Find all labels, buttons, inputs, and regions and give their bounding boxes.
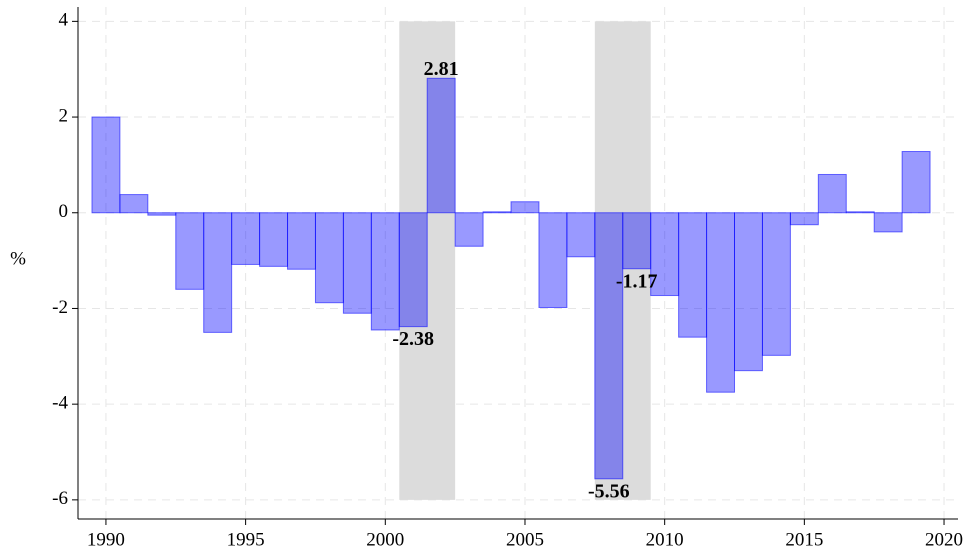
x-tick-label: 2015 [785, 529, 823, 550]
bar [510, 201, 540, 214]
bar [873, 212, 903, 233]
x-tick-label: 2000 [366, 529, 404, 550]
y-tick-label: -6 [52, 488, 68, 509]
value-label: -1.17 [616, 270, 658, 292]
bar [454, 212, 484, 247]
bar [566, 212, 596, 258]
bar [845, 211, 875, 214]
x-tick-label: 2005 [506, 529, 544, 550]
y-axis-label: % [10, 248, 26, 269]
bar [119, 194, 149, 214]
bar [761, 212, 791, 356]
x-tick-label: 2010 [646, 529, 684, 550]
bar [650, 212, 680, 297]
bar [594, 212, 624, 480]
bar [817, 173, 847, 214]
bar [147, 212, 177, 216]
value-label: 2.81 [424, 58, 459, 80]
y-tick-label: 0 [59, 201, 69, 222]
bar [231, 212, 261, 265]
bar [426, 77, 456, 214]
bar [287, 212, 316, 270]
bar [482, 211, 512, 214]
value-label: -2.38 [392, 328, 434, 350]
bar [538, 212, 568, 309]
value-label: -5.56 [588, 480, 630, 502]
x-tick-label: 1995 [227, 529, 265, 550]
bar [259, 212, 289, 267]
bar [314, 212, 344, 304]
bar [398, 212, 428, 328]
y-tick-label: -2 [52, 297, 68, 318]
x-tick-label: 2020 [925, 529, 963, 550]
y-tick-label: -4 [52, 393, 68, 414]
bar [203, 212, 233, 333]
bar [901, 151, 931, 214]
y-tick-label: 2 [59, 105, 69, 126]
bar [175, 212, 205, 290]
bar [342, 212, 372, 314]
bar [622, 212, 652, 270]
bar [678, 212, 708, 338]
bar [91, 116, 121, 214]
bar [706, 212, 736, 393]
bar [370, 212, 400, 331]
y-tick-label: 4 [59, 10, 69, 31]
bar [734, 212, 763, 372]
bar [789, 212, 819, 226]
x-tick-label: 1990 [87, 529, 125, 550]
